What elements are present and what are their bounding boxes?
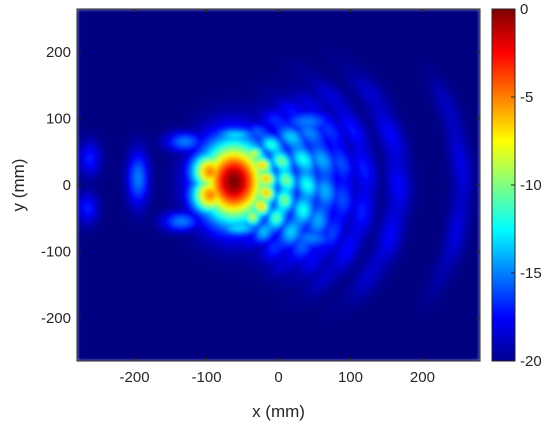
- y-tick-label: 200: [46, 44, 71, 61]
- y-axis-label: y (mm): [9, 159, 28, 212]
- x-tick-label: -200: [120, 369, 150, 386]
- colorbar-tick-label: -5: [520, 89, 533, 106]
- y-axis-ticks: 200 100 0 -100 -200: [41, 44, 480, 327]
- colorbar-tick-label: -10: [520, 177, 542, 194]
- y-tick-label: 0: [63, 177, 71, 194]
- heatmap-image: [77, 9, 480, 361]
- colorbar-tick-label: 0: [520, 1, 528, 18]
- x-tick-label: -100: [192, 369, 222, 386]
- colorbar-tick-label: -20: [520, 353, 542, 370]
- y-tick-label: -200: [41, 310, 71, 327]
- y-tick-label: 100: [46, 111, 71, 128]
- x-tick-label: 100: [338, 369, 363, 386]
- colorbar-ticks: 0 -5 -10 -15 -20: [511, 1, 542, 370]
- colorbar-tick-label: -15: [520, 265, 542, 282]
- y-tick-label: -100: [41, 243, 71, 260]
- x-tick-label: 200: [410, 369, 435, 386]
- x-tick-label: 0: [274, 369, 282, 386]
- colorbar: 0 -5 -10 -15 -20: [491, 1, 542, 370]
- plot-area: [76, 8, 481, 362]
- x-axis-label: x (mm): [252, 402, 305, 421]
- x-axis-ticks: -200 -100 0 100 200: [120, 9, 435, 386]
